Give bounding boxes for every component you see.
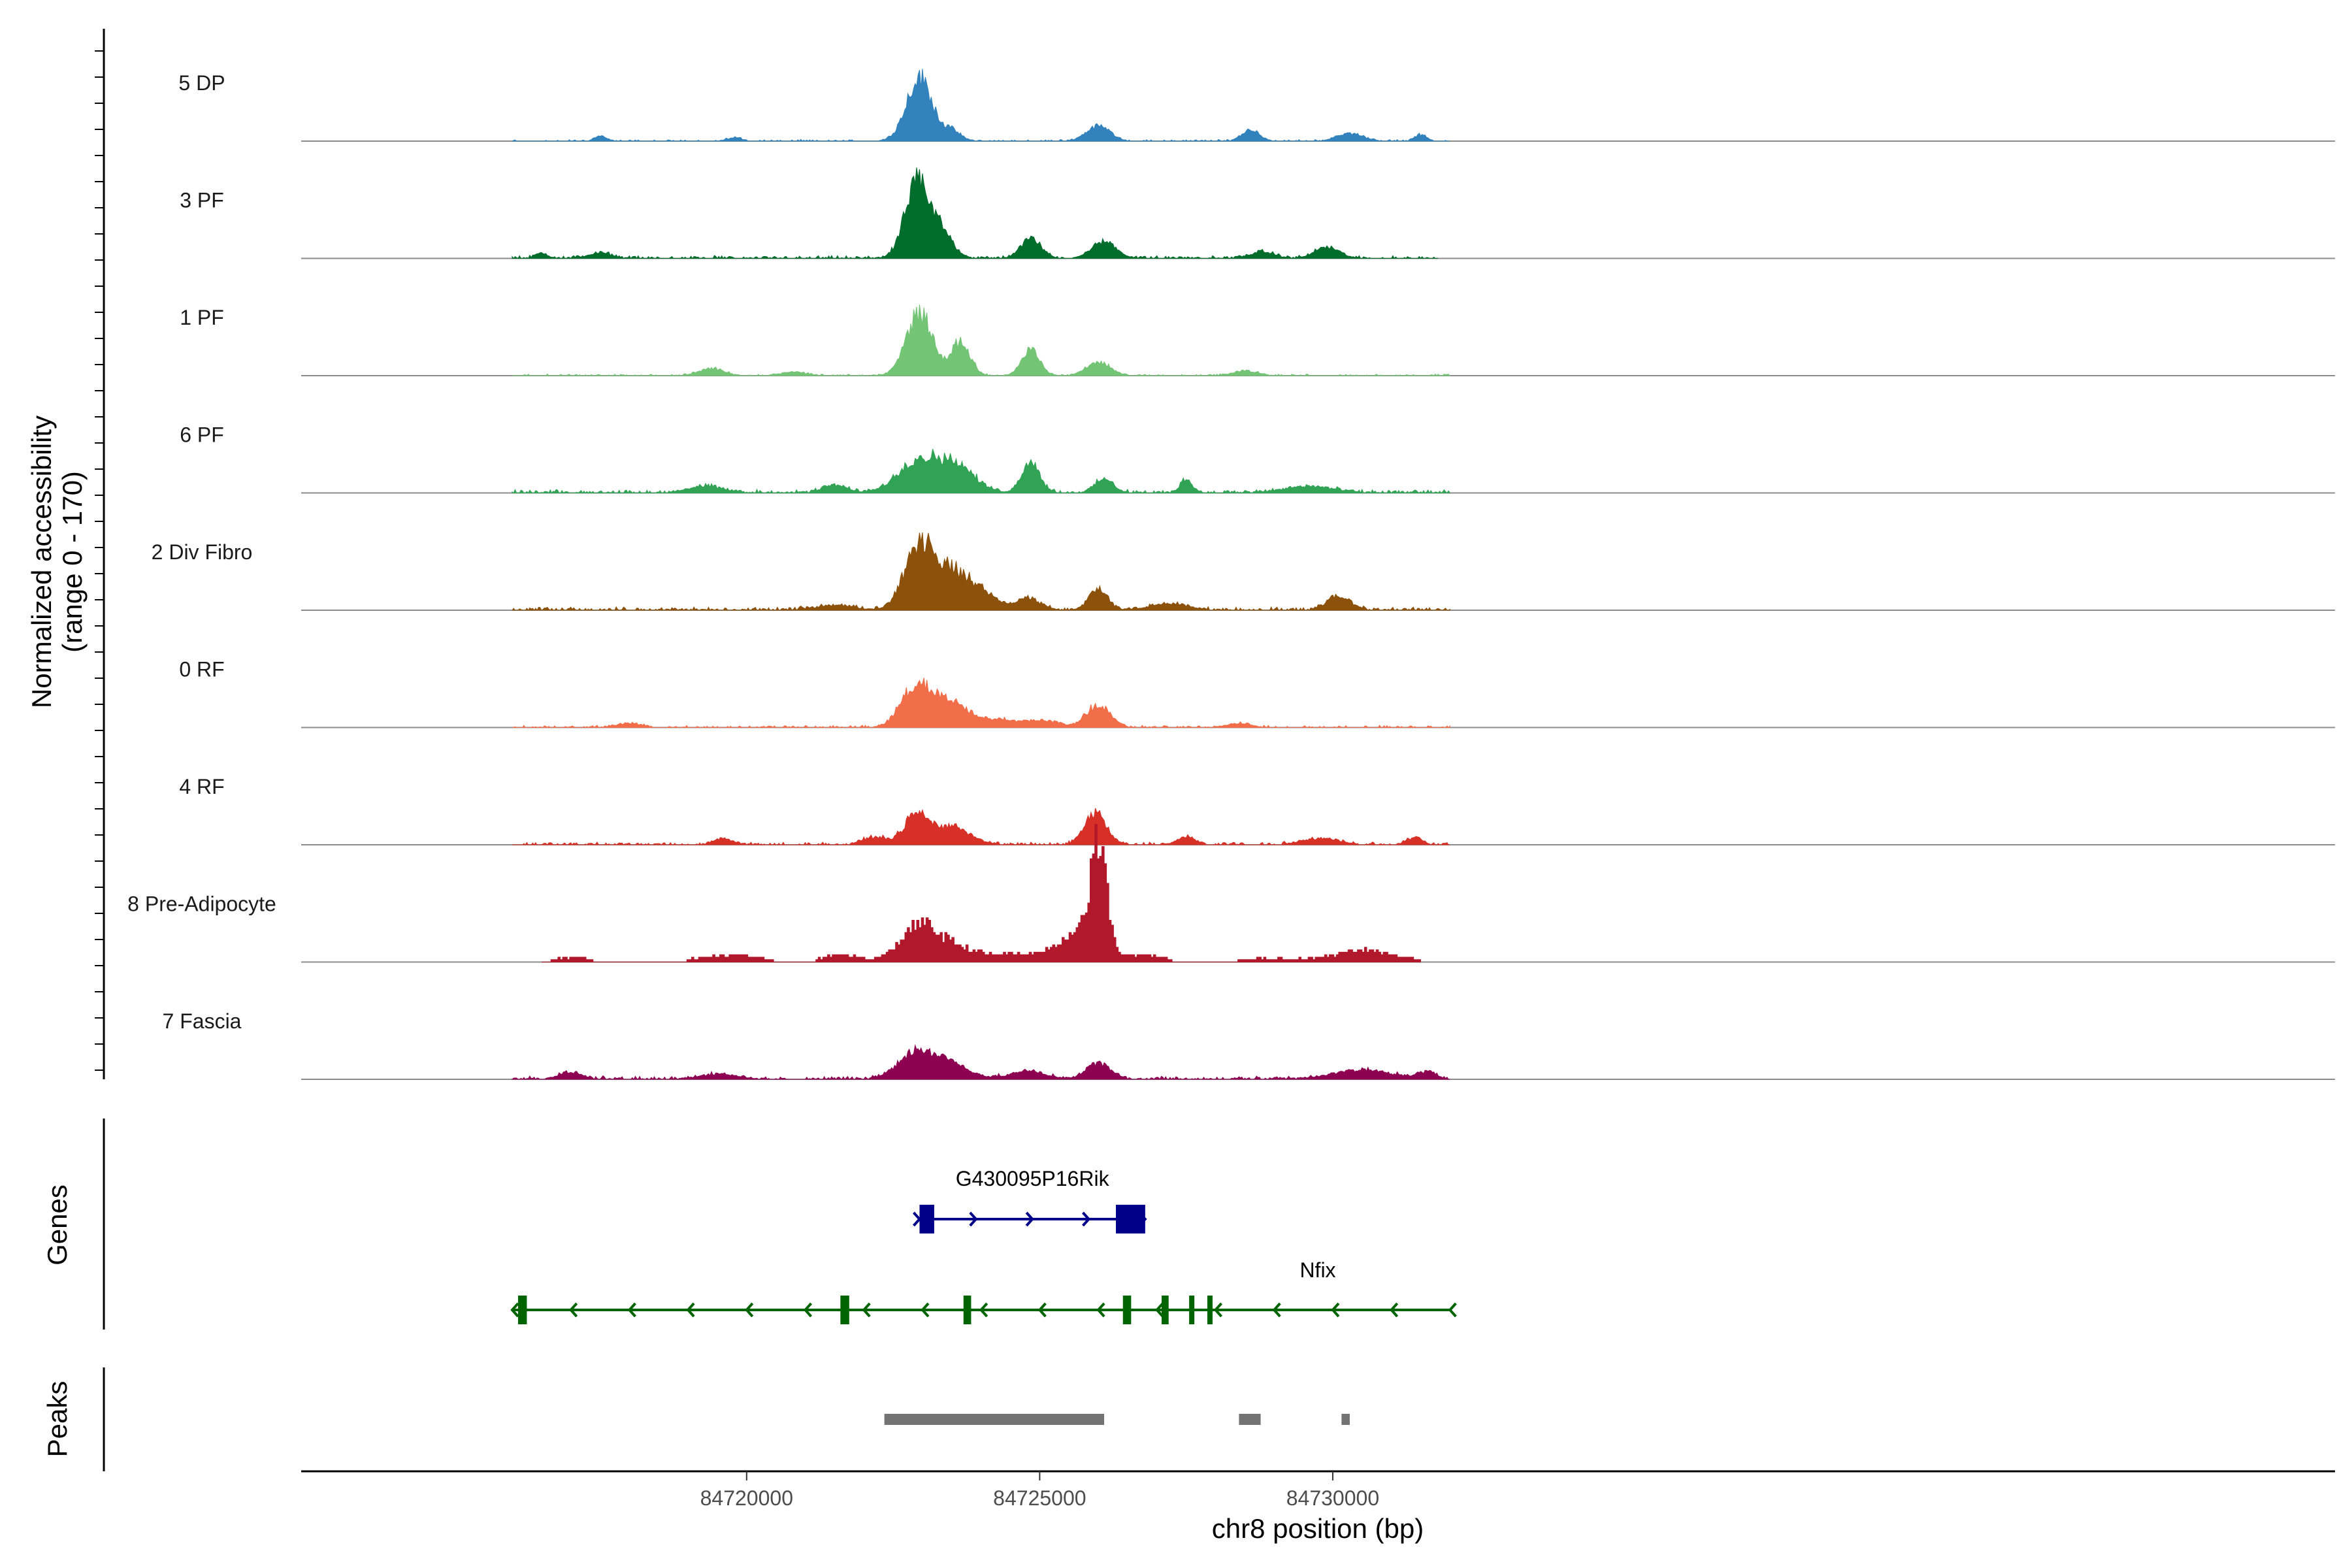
peak-bar — [1341, 1414, 1350, 1425]
peaks-axis-title: Peaks — [42, 1381, 73, 1458]
y-axis-title-line1: Normalized accessibility — [26, 416, 57, 708]
strand-arrow — [1096, 1302, 1105, 1318]
strand-arrow — [1037, 1302, 1047, 1318]
x-tick-label: 84720000 — [700, 1486, 793, 1510]
peak-bar — [884, 1414, 1105, 1425]
strand-arrow — [1448, 1302, 1457, 1318]
gene-exon — [1122, 1296, 1132, 1324]
gene-exon — [840, 1296, 849, 1324]
strand-arrow — [1213, 1302, 1222, 1318]
gene-exon — [517, 1296, 527, 1324]
coverage-area — [511, 532, 1450, 611]
strand-arrow — [1389, 1302, 1399, 1318]
track-8-pre-adipocyte: 8 Pre-Adipocyte — [127, 824, 2335, 963]
track-5-dp: 5 DP — [178, 69, 2335, 142]
coverage-area — [512, 678, 1450, 728]
strand-arrow — [803, 1302, 813, 1318]
strand-arrow — [1272, 1302, 1281, 1318]
strand-arrow — [921, 1302, 930, 1318]
peak-regions — [884, 1414, 1350, 1425]
genes-axis-title: Genes — [42, 1184, 73, 1266]
track-7-fascia: 7 Fascia — [163, 1009, 2335, 1080]
track-label: 1 PF — [180, 306, 224, 329]
coverage-area — [511, 69, 1450, 142]
strand-arrow — [1082, 1211, 1091, 1227]
accessibility-y-ticks — [95, 50, 104, 1071]
y-axis-title-line2: (range 0 - 170) — [57, 471, 88, 653]
track-label: 0 RF — [179, 658, 224, 681]
track-label: 3 PF — [180, 189, 224, 212]
peak-bar — [1239, 1414, 1261, 1425]
track-label: 4 RF — [179, 775, 224, 798]
gene-nfix: Nfix — [510, 1258, 1457, 1324]
coverage-area — [512, 167, 1439, 259]
strand-arrow — [686, 1302, 695, 1318]
gene-exon — [1161, 1296, 1169, 1324]
track-6-pf: 6 PF — [180, 423, 2335, 494]
coverage-area — [512, 304, 1451, 376]
strand-arrow — [745, 1302, 754, 1318]
gene-exon — [1115, 1205, 1145, 1233]
track-1-pf: 1 PF — [180, 304, 2335, 376]
strand-arrow — [510, 1302, 519, 1318]
coverage-area — [512, 449, 1451, 494]
gene-label: Nfix — [1299, 1258, 1335, 1282]
gene-exon — [963, 1296, 972, 1324]
strand-arrow — [1155, 1302, 1164, 1318]
strand-arrow — [862, 1302, 871, 1318]
gene-exon — [1207, 1296, 1213, 1324]
track-label: 5 DP — [178, 71, 225, 95]
strand-arrow — [979, 1302, 988, 1318]
strand-arrow — [1025, 1211, 1034, 1227]
x-tick-label: 84730000 — [1286, 1486, 1379, 1510]
strand-arrow — [969, 1211, 978, 1227]
gene-label: G430095P16Rik — [956, 1167, 1110, 1190]
track-4-rf: 4 RF — [179, 775, 2335, 845]
strand-arrow — [912, 1211, 922, 1227]
gene-g430095p16rik: G430095P16Rik — [912, 1167, 1147, 1233]
x-axis-ticks: 84720000 84725000 84730000 — [700, 1471, 1379, 1510]
track-3-pf: 3 PF — [180, 167, 2335, 259]
coverage-tracks: 5 DP 3 PF 1 PF 6 PF 2 Div Fibro 0 RF 4 RF 8 Pre… — [127, 69, 2335, 1080]
gene-annotations: G430095P16Rik Nfix — [510, 1167, 1457, 1324]
strand-arrow — [568, 1302, 578, 1318]
track-label: 2 Div Fibro — [152, 540, 253, 564]
track-2-div-fibro: 2 Div Fibro — [152, 532, 2335, 611]
track-label: 8 Pre-Adipocyte — [127, 892, 276, 916]
strand-arrow — [1331, 1302, 1340, 1318]
strand-arrow — [627, 1302, 636, 1318]
coverage-area — [511, 1044, 1450, 1080]
track-0-rf: 0 RF — [179, 658, 2335, 728]
x-axis-title: chr8 position (bp) — [1212, 1513, 1424, 1544]
track-label: 7 Fascia — [163, 1009, 242, 1033]
gene-exon — [919, 1205, 934, 1233]
coverage-area — [541, 824, 1421, 962]
x-tick-label: 84725000 — [993, 1486, 1086, 1510]
coverage-area — [512, 808, 1450, 845]
track-label: 6 PF — [180, 423, 224, 447]
gene-exon — [1189, 1296, 1195, 1324]
